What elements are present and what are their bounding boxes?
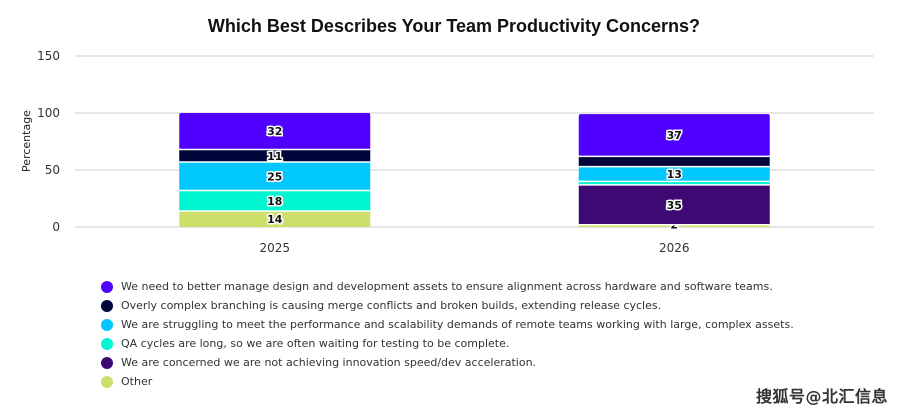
legend-label: We are concerned we are not achieving in… (121, 356, 537, 369)
bar-segment (179, 162, 371, 191)
x-tick-label: 2025 (259, 241, 290, 255)
legend-label: Other (121, 375, 153, 388)
legend-label: QA cycles are long, so we are often wait… (121, 337, 510, 350)
legend-item[interactable]: Other (101, 372, 794, 391)
legend-item[interactable]: Overly complex branching is causing merg… (101, 296, 794, 315)
data-label: 32 (267, 125, 282, 138)
x-tick-label: 2026 (659, 241, 690, 255)
legend-item[interactable]: QA cycles are long, so we are often wait… (101, 334, 794, 353)
data-label: 14 (267, 213, 283, 226)
bar-segment (179, 113, 371, 150)
bar-segment (179, 149, 371, 163)
legend-swatch-icon (101, 280, 113, 293)
bar-segment (179, 211, 371, 227)
legend-item[interactable]: We need to better manage design and deve… (101, 277, 794, 296)
y-axis-title: Percentage (20, 110, 33, 172)
legend-swatch-icon (101, 299, 113, 312)
watermark: 搜狐号@北汇信息 (755, 387, 888, 406)
legend-swatch-icon (101, 318, 113, 331)
data-label: 13 (667, 168, 682, 181)
legend-label: We are struggling to meet the performanc… (121, 318, 794, 331)
chart-title: Which Best Describes Your Team Productiv… (207, 16, 701, 36)
legend-label: Overly complex branching is causing merg… (121, 299, 662, 312)
bar-segment (578, 114, 770, 157)
bar-segment (578, 224, 770, 227)
legend-swatch-icon (101, 356, 113, 369)
legend-item[interactable]: We are struggling to meet the performanc… (101, 315, 794, 334)
bar-segment (179, 190, 371, 212)
legend-swatch-icon (101, 337, 113, 350)
bar-segment (578, 156, 770, 167)
y-tick-label: 50 (45, 163, 60, 177)
bar-segment (578, 166, 770, 182)
data-label: 37 (667, 129, 682, 142)
y-tick-label: 150 (37, 49, 60, 63)
legend-swatch-icon (101, 375, 113, 388)
legend-item[interactable]: We are concerned we are not achieving in… (101, 353, 794, 372)
data-label: 11 (267, 150, 282, 163)
bar-segment (578, 184, 770, 225)
legend-label: We need to better manage design and deve… (121, 280, 773, 293)
data-label: 35 (667, 199, 682, 212)
bar-segment (578, 181, 770, 185)
data-label: 25 (267, 170, 282, 183)
y-tick-label: 100 (37, 106, 60, 120)
y-tick-label: 0 (52, 220, 60, 234)
legend: We need to better manage design and deve… (101, 277, 794, 391)
data-label: 18 (267, 195, 282, 208)
